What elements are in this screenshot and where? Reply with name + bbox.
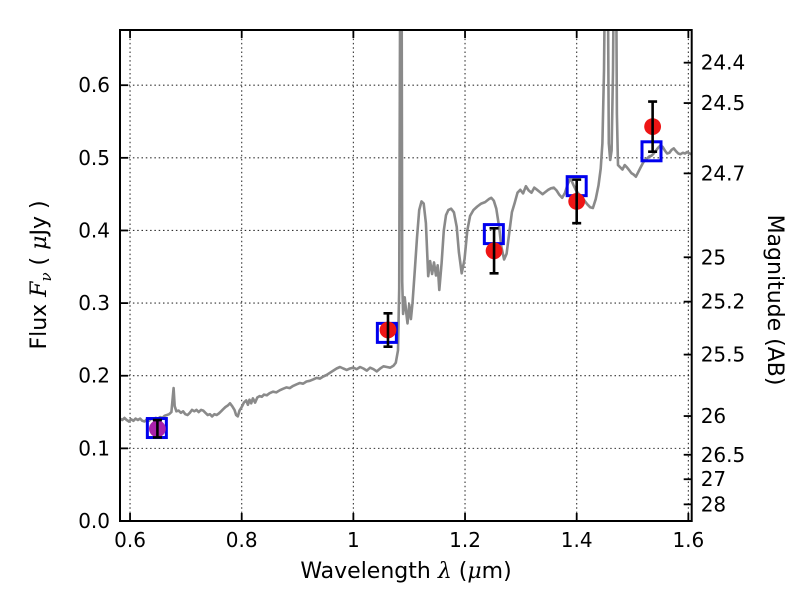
error-bar: [152, 418, 162, 439]
y-tick-label-right: 25.5: [701, 343, 746, 367]
plot-frame: [119, 29, 693, 522]
y-tick-label-right: 25.2: [701, 290, 746, 314]
error-bar: [648, 100, 658, 153]
error-bar: [489, 226, 499, 275]
error-bar: [383, 311, 393, 348]
y-tick-label-left: 0.4: [78, 218, 110, 242]
data-series: [120, 30, 692, 440]
y-tick-label-right: 27: [701, 467, 726, 491]
y-tick-label-right: 24.7: [701, 161, 746, 185]
y-tick-label-right: 26: [701, 404, 726, 428]
x-tick-label: 0.6: [114, 528, 146, 552]
y-tick-label-left: 0.2: [78, 364, 110, 388]
y-tick-label-left: 0.1: [78, 436, 110, 460]
y-tick-label-left: 0.5: [78, 146, 110, 170]
x-tick-label: 1.2: [449, 528, 481, 552]
error-bar: [572, 178, 582, 225]
y-tick-label-left: 0.0: [78, 509, 110, 533]
x-tick-label: 1.4: [561, 528, 593, 552]
y-axis-label-right: Magnitude (AB): [762, 215, 787, 386]
tick-labels: 0.6 0.8 1 1.2 1.4 1.6 0.0 0.1 0.2 0.3 0.4 0.5 0.6 24.…: [78, 51, 745, 552]
y-tick-label-right: 24.4: [701, 51, 746, 75]
spectrum-line: [120, 30, 692, 423]
y-tick-label-right: 24.5: [701, 91, 746, 115]
y-tick-label-left: 0.3: [78, 291, 110, 315]
y-tick-label-right: 25: [701, 245, 726, 269]
y-tick-label-right: 28: [701, 492, 726, 516]
gridlines: [120, 30, 692, 521]
y-axis-label-left: Flux Fν ( μJy ): [27, 200, 55, 349]
y-tick-label-left: 0.6: [78, 73, 110, 97]
x-axis-label: Wavelength λ (μm): [300, 559, 511, 584]
y-tick-label-right: 26.5: [701, 443, 746, 467]
x-tick-label: 1.6: [672, 528, 704, 552]
x-tick-label: 1: [347, 528, 360, 552]
x-tick-label: 0.8: [226, 528, 258, 552]
axis-ticks: [120, 30, 692, 522]
